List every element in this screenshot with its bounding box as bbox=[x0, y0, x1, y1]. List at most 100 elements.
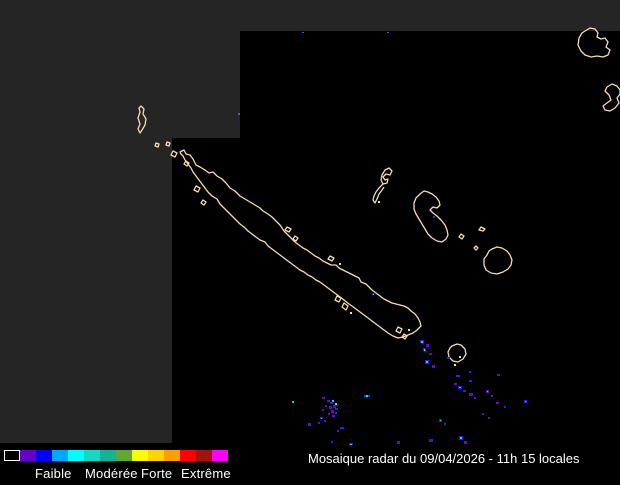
radar-echo bbox=[429, 353, 432, 355]
radar-echo bbox=[321, 418, 322, 419]
radar-echo bbox=[238, 113, 240, 115]
coastline-islet-a bbox=[154, 142, 160, 148]
legend-segment-13 bbox=[212, 450, 228, 461]
legend-segment-4 bbox=[68, 450, 84, 461]
radar-echo bbox=[329, 406, 332, 409]
coastline-islet-b bbox=[165, 141, 171, 147]
coast-dot bbox=[459, 356, 461, 358]
radar-echo bbox=[496, 402, 499, 404]
radar-echo bbox=[456, 375, 460, 377]
radar-echo bbox=[333, 405, 336, 408]
radar-echo bbox=[340, 427, 344, 429]
coastline-lagoon-islet-c bbox=[327, 255, 335, 262]
radar-echo bbox=[421, 341, 423, 343]
radar-echo bbox=[504, 406, 506, 408]
radar-echo bbox=[463, 390, 466, 392]
legend-label-extreme: Extrême bbox=[181, 466, 231, 481]
legend-segment-12 bbox=[196, 450, 212, 461]
radar-echo bbox=[335, 408, 338, 410]
coastline-islet-f bbox=[200, 199, 207, 206]
radar-echo bbox=[335, 412, 337, 414]
legend-segment-6 bbox=[100, 450, 116, 461]
coastline-northeast-island bbox=[577, 27, 611, 58]
radar-echo bbox=[330, 402, 333, 404]
coastline-south-tip-islet-b bbox=[401, 333, 408, 340]
radar-echo bbox=[318, 422, 320, 424]
legend-segment-2 bbox=[36, 450, 52, 461]
radar-echo bbox=[328, 413, 330, 415]
radar-echo bbox=[469, 393, 473, 396]
coastline-lagoon-islet-a bbox=[284, 226, 292, 233]
radar-echo bbox=[444, 423, 446, 425]
radar-echo bbox=[332, 400, 334, 402]
coastline-mare bbox=[483, 246, 513, 275]
radar-echo bbox=[292, 401, 294, 403]
radar-echo bbox=[469, 371, 471, 373]
coastline-islet-e bbox=[193, 185, 201, 193]
radar-echo bbox=[332, 415, 335, 417]
radar-echo bbox=[497, 374, 500, 376]
mosaic-timestamp-label: Mosaique radar du 09/04/2026 - 11h 15 lo… bbox=[308, 451, 580, 466]
radar-echo bbox=[426, 344, 429, 347]
radar-echo bbox=[308, 423, 311, 426]
coastline-east-edge-island bbox=[602, 83, 620, 112]
radar-echo bbox=[331, 410, 334, 413]
radar-echo bbox=[459, 387, 461, 388]
radar-echo bbox=[482, 413, 484, 415]
radar-echo bbox=[426, 361, 428, 363]
coastline-lifou bbox=[413, 190, 449, 243]
coast-dot bbox=[454, 364, 456, 366]
radar-echo bbox=[491, 395, 493, 397]
radar-echo bbox=[325, 405, 327, 407]
legend-segment-7 bbox=[116, 450, 132, 461]
radar-echo bbox=[432, 365, 435, 368]
radar-echo bbox=[525, 401, 526, 402]
legend-segment-8 bbox=[132, 450, 148, 461]
coastline-islet-c bbox=[170, 150, 178, 158]
legend-segment-5 bbox=[84, 450, 100, 461]
coastline-belep bbox=[137, 105, 147, 134]
coastline-islet-d bbox=[183, 160, 190, 167]
coast-dot bbox=[378, 201, 380, 203]
radar-echo bbox=[350, 444, 352, 445]
legend-segment-9 bbox=[148, 450, 164, 461]
radar-echo bbox=[469, 380, 472, 382]
radar-echo bbox=[460, 437, 462, 439]
coastline-grande-terre bbox=[179, 149, 422, 339]
coastline-loyalty-islet-a bbox=[458, 233, 465, 240]
radar-echo bbox=[397, 441, 400, 444]
radar-echo bbox=[454, 383, 457, 385]
radar-echo bbox=[440, 420, 441, 421]
radar-echo bbox=[447, 357, 450, 359]
coastline-west-islet-a bbox=[334, 295, 342, 303]
coast-dot bbox=[408, 329, 410, 331]
radar-echo bbox=[387, 32, 389, 33]
coast-dot bbox=[339, 263, 341, 265]
radar-echo bbox=[331, 441, 333, 443]
coastline-west-islet-b bbox=[341, 302, 349, 311]
radar-echo bbox=[487, 391, 488, 392]
radar-echo bbox=[474, 397, 476, 399]
coastline-ouvea-south bbox=[372, 183, 385, 204]
legend-segment-11 bbox=[180, 450, 196, 461]
radar-echo bbox=[488, 417, 490, 419]
radar-echo bbox=[322, 409, 324, 411]
legend-label-moderee: Modérée bbox=[85, 466, 138, 481]
radar-echo bbox=[433, 216, 435, 218]
legend-label-forte: Forte bbox=[141, 466, 173, 481]
radar-echo bbox=[366, 395, 368, 397]
coast-dot bbox=[350, 312, 352, 314]
legend-label-faible: Faible bbox=[35, 466, 72, 481]
radar-echo bbox=[429, 439, 433, 442]
coastline-ouvea-north bbox=[380, 167, 393, 185]
coastline-loyalty-islet-b bbox=[478, 226, 486, 232]
legend-segment-0 bbox=[4, 450, 20, 461]
radar-echo bbox=[337, 430, 339, 432]
radar-coverage-area-north bbox=[240, 31, 620, 138]
radar-echo bbox=[324, 420, 326, 422]
coastline-isle-of-pines bbox=[447, 343, 467, 363]
radar-echo bbox=[464, 441, 467, 444]
radar-coverage-area-main bbox=[172, 138, 620, 444]
